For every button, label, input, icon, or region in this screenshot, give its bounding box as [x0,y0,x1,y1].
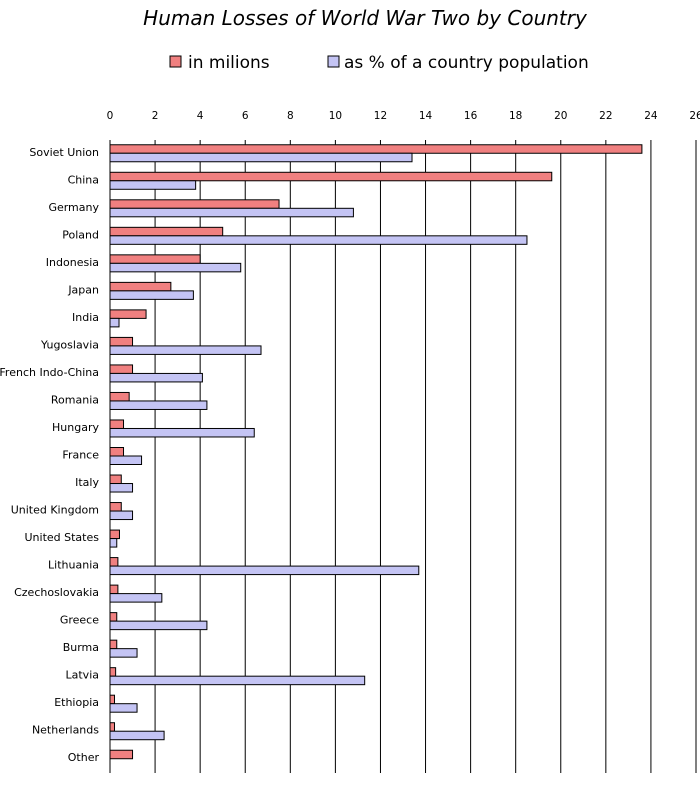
bar-percent [109,703,138,713]
bar-percent [109,538,118,548]
category-label: Italy [75,476,99,489]
category-label: United States [25,531,100,544]
bar-losses [109,336,134,347]
category-label: Burma [63,641,99,654]
bar-percent [109,455,143,465]
x-tick-label: 2 [152,110,159,122]
legend-swatch-losses [169,55,182,68]
bar-percent [109,152,413,163]
gridlines [154,140,697,773]
legend-label-percent: as % of a country population [344,53,589,73]
bar-losses [109,254,201,264]
bar-losses [109,639,118,650]
category-label: Czechoslovakia [14,586,99,599]
legend: in milions as % of a country population [169,53,589,73]
bar-losses [109,199,280,209]
x-tick-label: 20 [554,110,567,122]
bar-percent [109,180,197,190]
bar-percent [109,317,120,328]
category-label: Other [68,751,100,764]
x-tick-label: 4 [197,110,204,122]
bar-percent [109,675,366,686]
bar-percent [109,290,194,300]
category-label: India [72,311,99,324]
x-tick-label: 18 [509,110,522,122]
category-label: Hungary [52,421,99,434]
category-labels: Soviet Union China Germany Poland Indonesia J… [0,146,99,764]
category-label: France [62,449,99,462]
x-tick-label: 14 [419,110,433,122]
x-tick-label: 16 [464,110,478,122]
bar-percent [109,427,255,438]
bar-losses [109,722,116,732]
bar-losses [109,694,116,705]
category-label: Latvia [66,669,100,682]
bar-losses [109,529,120,540]
legend-label-losses: in milions [188,53,270,73]
bar-percent [109,510,134,521]
bar-losses [109,419,125,429]
bar-percent [109,372,203,383]
category-label: Greece [60,614,99,627]
x-tick-label: 10 [329,110,342,122]
category-label: United Kingdom [11,504,99,517]
bar-losses [109,749,134,760]
category-label: Netherlands [32,724,99,737]
category-label: French Indo-China [0,366,99,379]
bar-percent [109,262,242,273]
bar-percent [109,483,134,493]
bar-percent [109,207,354,218]
bar-percent [109,620,208,631]
category-label: China [68,173,99,186]
bar-losses [109,309,147,319]
x-tick-label: 24 [644,110,658,122]
category-label: Poland [62,228,99,241]
category-label: Germany [48,201,99,214]
legend-swatch-percent [327,55,340,68]
category-label: Indonesia [46,256,99,269]
bar-losses [109,667,117,677]
x-tick-label: 12 [374,110,387,122]
x-tick-label: 26 [689,110,700,122]
bar-percent [109,235,528,245]
bar-losses [109,447,125,457]
bar-losses [109,144,643,154]
x-tick-label: 0 [107,110,114,122]
bar-losses [109,474,122,485]
bars [109,144,643,760]
bar-losses [109,391,130,402]
bar-losses [109,281,172,292]
bar-losses [109,171,553,182]
bar-losses [109,226,224,237]
category-label: Japan [67,283,99,296]
category-label: Romania [51,393,99,406]
bar-losses [109,364,134,374]
bar-losses [109,557,119,567]
x-tick-label: 8 [287,110,294,122]
category-label: Yugoslavia [40,338,99,351]
category-label: Ethiopia [54,696,99,709]
category-label: Lithuania [48,559,99,572]
bar-percent [109,730,165,741]
bar-percent [109,345,262,355]
bar-percent [109,565,420,576]
chart-title: Human Losses of World War Two by Country [143,6,588,30]
x-axis-ticks: 0 2 4 6 8 10 12 14 16 18 20 22 24 26 [107,110,700,122]
bar-percent [109,648,138,658]
x-tick-label: 6 [242,110,249,122]
x-tick-label: 22 [599,110,612,122]
bar-percent [109,593,163,603]
bar-losses [109,502,122,512]
bar-percent [109,400,208,410]
bar-losses [109,612,118,622]
category-label: Soviet Union [29,146,99,159]
bar-losses [109,584,119,595]
